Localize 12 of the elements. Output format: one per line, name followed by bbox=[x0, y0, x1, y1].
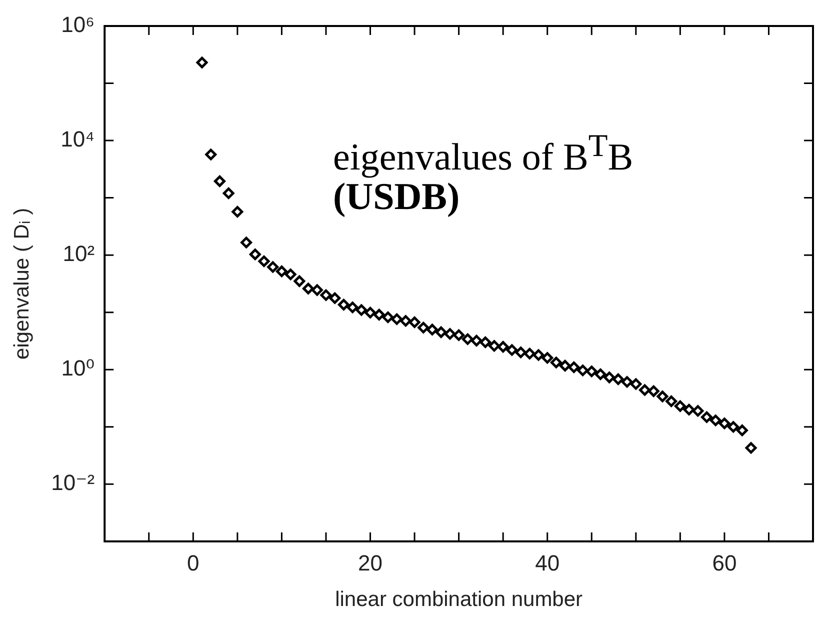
x-tick-label: 40 bbox=[535, 550, 560, 576]
x-tick-label: 20 bbox=[358, 550, 382, 576]
y-tick-label: 10⁰ bbox=[61, 356, 95, 381]
y-tick-label: 10⁶ bbox=[61, 12, 95, 38]
x-tick-label: 0 bbox=[187, 550, 200, 576]
y-tick-label: 10² bbox=[62, 241, 95, 266]
annotation: eigenvalues of B$^{T}$B bbox=[333, 128, 634, 179]
x-tick-label: 60 bbox=[712, 550, 737, 576]
y-tick-label: 10⁴ bbox=[60, 126, 95, 152]
y-tick-label: 10⁻² bbox=[51, 470, 95, 496]
x-axis-title: linear combination number bbox=[335, 588, 583, 612]
y-axis-title: eigenvalue ( Dᵢ ) bbox=[10, 208, 34, 360]
